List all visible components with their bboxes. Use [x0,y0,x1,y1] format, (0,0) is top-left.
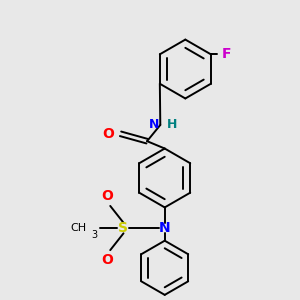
Text: O: O [102,127,114,141]
Text: H: H [167,118,177,131]
Text: F: F [222,47,232,61]
Text: 3: 3 [91,230,97,240]
Text: S: S [118,221,128,235]
Text: N: N [159,221,170,235]
Text: CH: CH [70,223,86,233]
Text: O: O [101,189,113,203]
Text: N: N [148,118,159,131]
Text: O: O [101,253,113,267]
